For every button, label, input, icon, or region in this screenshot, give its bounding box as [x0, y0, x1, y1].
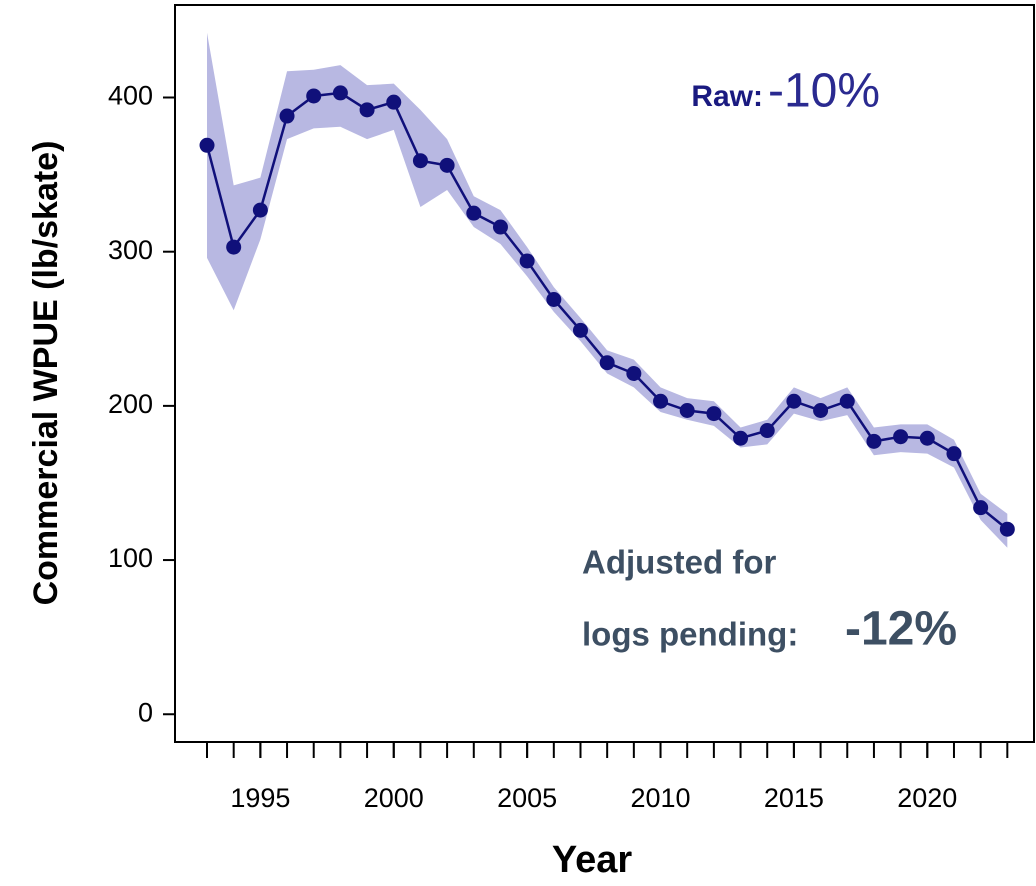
- x-tick-label: 2020: [897, 783, 957, 813]
- x-tick-label: 2010: [630, 783, 690, 813]
- plot-frame: [174, 4, 1035, 743]
- data-point: [786, 393, 802, 409]
- y-tick-label: 300: [108, 235, 153, 265]
- data-point: [252, 202, 268, 218]
- annotation: logs pending:: [582, 616, 798, 653]
- y-tick-label: 200: [108, 389, 153, 419]
- data-point: [546, 291, 562, 307]
- x-axis-label: Year: [552, 839, 633, 881]
- x-tick-label: 2015: [764, 783, 824, 813]
- y-axis-label: Commercial WPUE (lb/skate): [27, 141, 65, 606]
- data-point: [653, 393, 669, 409]
- data-point: [572, 322, 588, 338]
- series-line: [205, 91, 1009, 531]
- data-point: [519, 253, 535, 269]
- data-point: [759, 423, 775, 439]
- data-point: [706, 406, 722, 422]
- data-point: [386, 94, 402, 110]
- data-point: [599, 355, 615, 371]
- x-tick-label: 1995: [230, 783, 290, 813]
- data-point: [839, 393, 855, 409]
- data-point: [919, 430, 935, 446]
- data-point: [733, 430, 749, 446]
- data-point: [226, 239, 242, 255]
- x-tick-label: 2005: [497, 783, 557, 813]
- data-point: [973, 500, 989, 516]
- data-point: [199, 137, 215, 153]
- data-point: [946, 446, 962, 462]
- annotation: Adjusted for: [582, 544, 776, 581]
- data-point: [813, 403, 829, 419]
- y-tick-label: 100: [108, 543, 153, 573]
- confidence-band: [207, 32, 1008, 548]
- data-point: [893, 429, 909, 445]
- data-point: [626, 366, 642, 381]
- x-tick-label: 2000: [364, 783, 424, 813]
- y-tick-label: 400: [108, 81, 153, 111]
- y-tick-label: 0: [138, 697, 153, 727]
- data-point: [866, 433, 882, 449]
- data-point: [999, 521, 1015, 537]
- data-point: [279, 108, 295, 124]
- annotation: -10%: [768, 65, 880, 118]
- data-point: [439, 157, 455, 173]
- annotation: Raw:: [691, 80, 763, 113]
- data-point: [679, 403, 695, 419]
- data-point: [492, 219, 508, 235]
- annotation: -12%: [845, 603, 957, 656]
- data-point: [306, 88, 322, 104]
- data-point: [359, 102, 375, 118]
- data-point: [332, 85, 348, 101]
- data-point: [412, 153, 428, 169]
- data-point: [466, 205, 482, 221]
